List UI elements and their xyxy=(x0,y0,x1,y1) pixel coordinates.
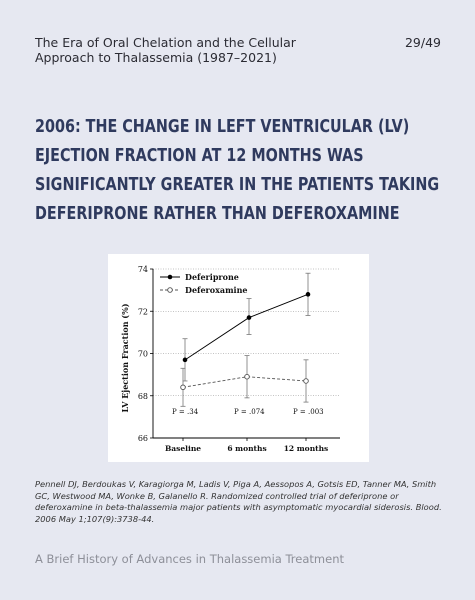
p-value-12-months: P = .003 xyxy=(293,408,324,416)
y-tick-label-70: 70 xyxy=(138,350,148,359)
page-number: 29/49 xyxy=(404,35,441,50)
legend-marker-deferoxamine xyxy=(167,287,173,293)
point-deferiprone-0 xyxy=(182,357,188,363)
x-tick-label-1: 6 months xyxy=(227,444,266,453)
point-deferiprone-1 xyxy=(246,315,252,320)
ejection-fraction-chart: 66 68 70 72 74 Baseline 6 months 12 months LV E… xyxy=(108,254,369,462)
legend: Deferiprone Deferoxamine xyxy=(160,272,247,295)
y-axis-label: LV Ejection Fraction (%) xyxy=(120,303,130,412)
p-value-baseline: P = .34 xyxy=(172,408,199,416)
series-line-deferiprone xyxy=(184,293,309,361)
grid-layer xyxy=(153,268,340,397)
y-tick-label-66: 66 xyxy=(138,434,148,443)
point-deferiprone-2 xyxy=(305,292,311,297)
y-tick-label-72: 72 xyxy=(138,307,148,316)
legend-label-deferiprone: Deferiprone xyxy=(185,272,239,282)
point-deferoxamine-0 xyxy=(180,384,186,391)
x-tick-label-2: 12 months xyxy=(284,444,329,453)
legend-label-deferoxamine: Deferoxamine xyxy=(185,285,247,295)
p-value-6-months: P = .074 xyxy=(234,408,265,416)
footer-text: A Brief History of Advances in Thalassem… xyxy=(35,552,344,566)
y-tick-label-68: 68 xyxy=(138,392,148,401)
x-tick-label-0: Baseline xyxy=(165,444,201,453)
axis-layer: 66 68 70 72 74 Baseline 6 months 12 months xyxy=(138,265,340,453)
citation: Pennell DJ, Berdoukas V, Karagiorga M, L… xyxy=(35,479,442,524)
point-deferoxamine-2 xyxy=(303,378,309,384)
p-value-annotations: P = .34 P = .074 P = .003 xyxy=(172,408,324,416)
point-deferoxamine-1 xyxy=(244,373,250,380)
y-tick-label-74: 74 xyxy=(138,265,148,274)
series-line-deferoxamine xyxy=(182,376,307,388)
series-layer xyxy=(180,272,311,407)
deck-title: The Era of Oral Chelation and the Cellul… xyxy=(35,35,296,65)
legend-marker-deferiprone xyxy=(167,274,173,280)
chart-svg: 66 68 70 72 74 Baseline 6 months 12 months LV E… xyxy=(120,265,340,453)
slide-heading: 2006: The change in left ventricular (LV… xyxy=(35,117,440,224)
